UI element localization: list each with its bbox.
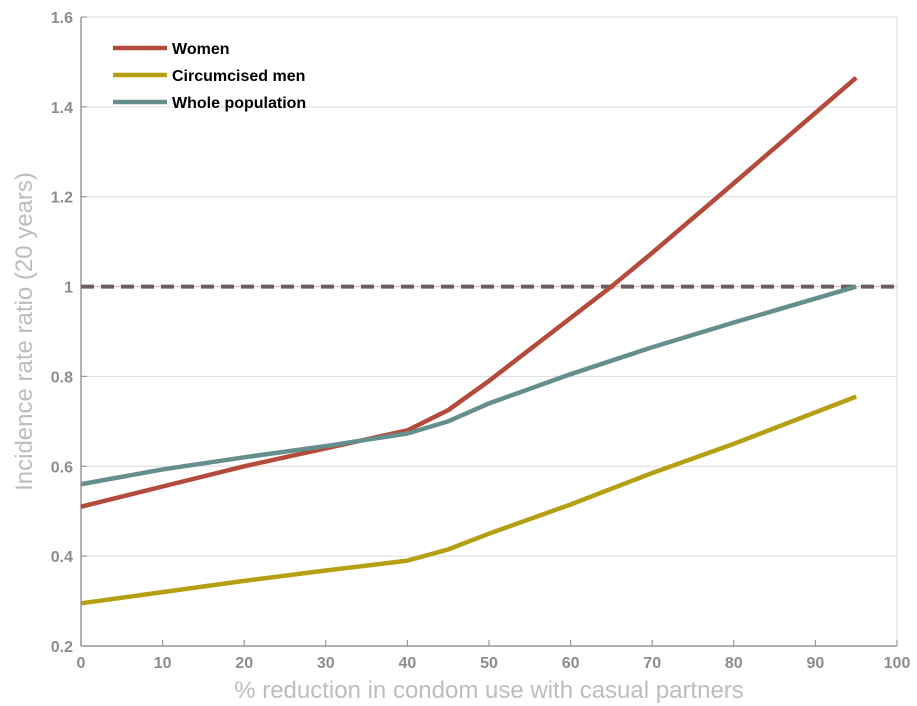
y-tick-label: 0.2 xyxy=(51,639,73,656)
series-line-whole-population xyxy=(80,284,857,487)
y-tick-label: 0.6 xyxy=(51,459,73,476)
x-tick-label: 90 xyxy=(807,655,825,672)
x-tick-label: 60 xyxy=(562,655,580,672)
x-axis-title: % reduction in condom use with casual pa… xyxy=(234,677,744,704)
y-tick-label: 1.4 xyxy=(51,100,73,117)
legend-label-whole-population: Whole population xyxy=(172,95,306,112)
x-tick-label: 70 xyxy=(643,655,661,672)
series-line-circumcised-men xyxy=(80,394,858,606)
series-line-women xyxy=(80,75,858,509)
legend-label-women: Women xyxy=(172,41,229,58)
x-tick-label: 40 xyxy=(399,655,417,672)
legend-label-circumcised-men: Circumcised men xyxy=(172,68,305,85)
x-tick-label: 30 xyxy=(317,655,335,672)
y-tick-label: 1 xyxy=(64,280,73,297)
x-tick-label: 80 xyxy=(725,655,743,672)
y-tick-labels: 0.2 0.4 0.6 0.8 1 1.2 1.4 1.6 xyxy=(51,10,73,656)
x-tick-label: 10 xyxy=(154,655,172,672)
x-tick-labels: 0 10 20 30 40 50 60 70 80 90 100 xyxy=(77,655,911,672)
y-tick-label: 0.8 xyxy=(51,369,73,386)
legend: Women Circumcised men Whole population xyxy=(113,41,306,112)
y-tick-label: 0.4 xyxy=(51,549,73,566)
y-axis-title: Incidence rate ratio (20 years) xyxy=(11,172,38,491)
x-tick-label: 100 xyxy=(884,655,911,672)
x-tick-label: 20 xyxy=(235,655,253,672)
x-tick-label: 0 xyxy=(77,655,86,672)
x-tick-label: 50 xyxy=(480,655,498,672)
y-tick-label: 1.6 xyxy=(51,10,73,27)
series-lines xyxy=(80,75,858,606)
y-tick-label: 1.2 xyxy=(51,190,73,207)
axes xyxy=(80,16,898,647)
